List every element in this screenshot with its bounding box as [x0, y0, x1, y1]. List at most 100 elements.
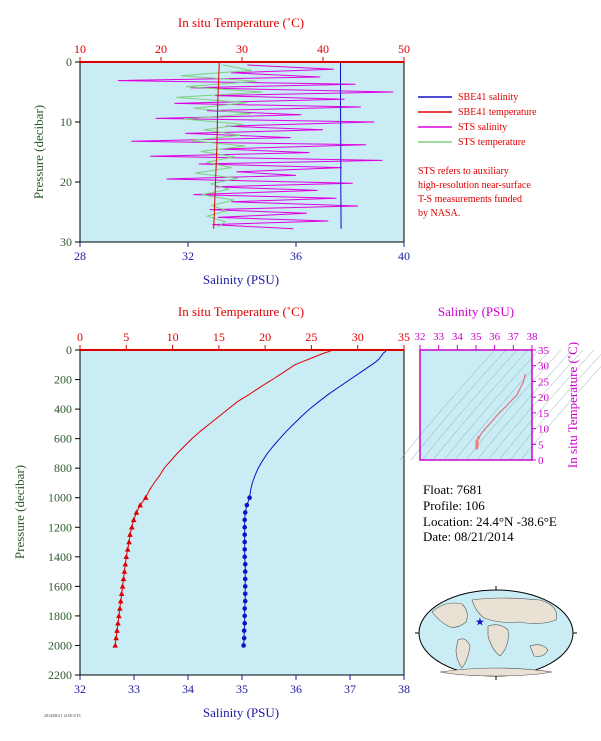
- top-chart-top-ticks: 10 20 30 40 50: [74, 42, 410, 62]
- main-chart-point-sbe41-salinity-deep: [242, 576, 248, 582]
- ts-diagram-series-group: [474, 373, 527, 450]
- float-info-block: Float: 7681 Profile: 106 Location: 24.4°…: [423, 482, 557, 544]
- main-chart-y-tick-label: 600: [54, 432, 72, 446]
- main-chart-point-sbe41-salinity-deep: [242, 547, 247, 552]
- main-chart-point-sbe41-salinity-deep: [242, 591, 248, 597]
- float-location-marker: ★: [475, 617, 485, 629]
- legend-label: SBE41 salinity: [458, 92, 518, 103]
- top-chart-y-tick-label: 20: [60, 175, 72, 189]
- ts-diagram-y-tick-label: 20: [538, 392, 550, 404]
- legend-label: STS salinity: [458, 122, 507, 133]
- footer-text: 2014/08/21 12:00 UTC: [44, 713, 82, 718]
- main-chart-x-tick-label: 36: [290, 682, 302, 696]
- main-chart-point-sbe41-salinity-deep: [242, 517, 247, 523]
- main-chart-temperature-tick-label: 30: [352, 330, 364, 344]
- world-map: ★: [415, 586, 577, 680]
- ts-diagram-x-tick-label: 36: [489, 331, 501, 343]
- top-chart-temperature-tick-label: 40: [317, 42, 329, 56]
- top-chart-x-ticks: 28 32 36 40: [74, 242, 410, 263]
- main-chart-point-sbe41-salinity-deep: [242, 613, 247, 619]
- ts-diagram-isopycnal: [443, 349, 540, 461]
- top-chart-plot-area: [80, 62, 404, 242]
- main-chart-temperature-tick-label: 5: [123, 330, 129, 344]
- main-chart-temperature-tick-label: 20: [259, 330, 271, 344]
- ts-diagram-x-tick-label: 38: [527, 331, 539, 343]
- main-chart-point-sbe41-salinity-deep: [242, 620, 247, 626]
- top-chart-x-tick-label: 40: [398, 249, 410, 263]
- main-chart-x-tick-label: 32: [74, 682, 86, 696]
- main-chart-series-group: [112, 349, 387, 648]
- main-chart-y-tick-label: 2000: [48, 638, 72, 652]
- main-chart-x-tick-label: 35: [236, 682, 248, 696]
- legend-label: SBE41 temperature: [458, 107, 537, 118]
- main-chart-point-sbe41-temperature-deep: [116, 612, 122, 619]
- map-landmasses: [431, 597, 557, 677]
- ts-diagram-y-ticks: 0 5 10 15 20 25 30 35: [532, 345, 550, 467]
- top-chart-series-sbe41-salinity: [340, 62, 342, 229]
- main-chart-top-ticks: 0 5 10 15 20 25 30 35: [77, 330, 410, 350]
- top-chart-series-sts-salinity: [117, 64, 394, 230]
- main-chart-point-sbe41-salinity-deep: [242, 584, 248, 589]
- top-chart-x-axis-label: Salinity (PSU): [203, 272, 279, 287]
- legend-label: STS temperature: [458, 137, 526, 148]
- main-chart-y-tick-label: 2200: [48, 668, 72, 682]
- ts-diagram-temperature-axis-label: In situ Temperature (˚C): [565, 342, 580, 468]
- main-chart-point-sbe41-salinity-deep: [242, 539, 247, 545]
- main-chart-point-sbe41-temperature-deep: [122, 561, 129, 567]
- main-chart-x-axis-label: Salinity (PSU): [203, 705, 279, 720]
- main-chart-point-sbe41-temperature-deep: [126, 539, 132, 545]
- main-chart-point-sbe41-temperature-deep: [123, 553, 130, 560]
- location-text: Location: 24.4°N -38.6°E: [423, 514, 557, 529]
- main-chart-point-sbe41-salinity-deep: [242, 532, 247, 537]
- main-chart-point-sbe41-temperature-deep: [130, 516, 137, 523]
- main-chart-point-sbe41-salinity-deep: [244, 502, 250, 508]
- main-chart-temperature-tick-label: 25: [305, 330, 317, 344]
- top-chart-temperature-tick-label: 50: [398, 42, 410, 56]
- main-chart-point-sbe41-salinity-deep: [241, 628, 247, 633]
- top-chart-temperature-tick-label: 10: [74, 42, 86, 56]
- main-chart-point-sbe41-salinity-deep: [242, 561, 248, 567]
- landmass-africa: [487, 624, 509, 657]
- main-chart-point-sbe41-salinity-deep: [247, 495, 252, 501]
- sts-note-line-1: STS refers to auxiliary: [418, 166, 509, 177]
- main-chart-point-sbe41-temperature-deep: [124, 546, 131, 552]
- main-chart-y-tick-label: 1600: [48, 579, 72, 593]
- top-chart-temperature-tick-label: 20: [155, 42, 167, 56]
- top-chart-y-tick-label: 10: [60, 115, 72, 129]
- ts-diagram-y-tick-label: 10: [538, 424, 550, 436]
- ts-diagram-y-tick-label: 15: [538, 408, 550, 420]
- main-chart-y-tick-label: 1000: [48, 491, 72, 505]
- main-chart-point-sbe41-temperature-deep: [137, 502, 143, 508]
- ts-diagram: Salinity (PSU) 32 33 34 35 36 37 38 0 5 10 15 20 25…: [399, 304, 601, 468]
- main-chart-y-tick-label: 0: [66, 343, 72, 357]
- map-ticks: [415, 586, 577, 680]
- top-chart-x-tick-label: 32: [182, 249, 194, 263]
- main-chart-point-sbe41-salinity-deep: [242, 524, 247, 530]
- main-chart-temperature-tick-label: 10: [167, 330, 179, 344]
- landmass-australia: [529, 644, 549, 657]
- ts-diagram-isopycnal: [399, 349, 496, 461]
- profile-number-text: Profile: 106: [423, 498, 485, 513]
- main-chart-point-sbe41-salinity-deep: [241, 635, 247, 641]
- ts-diagram-x-tick-label: 37: [508, 331, 520, 343]
- ts-diagram-y-tick-label: 5: [538, 439, 544, 451]
- main-chart-temperature-tick-label: 15: [213, 330, 225, 344]
- main-chart-point-sbe41-temperature-deep: [127, 531, 133, 537]
- top-chart-temperature-tick-label: 30: [236, 42, 248, 56]
- top-chart-x-tick-label: 28: [74, 249, 86, 263]
- main-chart: In situ Temperature (˚C) 0 5 10 15 20 25 30 35 …: [12, 304, 410, 720]
- main-chart-y-tick-label: 1200: [48, 520, 72, 534]
- landmass-south-america: [455, 638, 471, 669]
- ts-diagram-isopycnal: [520, 366, 601, 461]
- landmass-north-america: [431, 602, 468, 628]
- main-chart-temperature-tick-label: 0: [77, 330, 83, 344]
- top-chart-series-sbe41-temperature: [213, 61, 220, 229]
- top-chart-y-tick-label: 0: [66, 55, 72, 69]
- ts-diagram-isopycnal: [498, 349, 595, 461]
- main-chart-plot-area: [80, 350, 404, 675]
- main-chart-point-sbe41-temperature-deep: [117, 598, 124, 604]
- ts-diagram-isopycnal: [432, 349, 529, 461]
- main-chart-x-tick-label: 34: [182, 682, 194, 696]
- main-chart-y-axis-label: Pressure (decibar): [12, 465, 27, 559]
